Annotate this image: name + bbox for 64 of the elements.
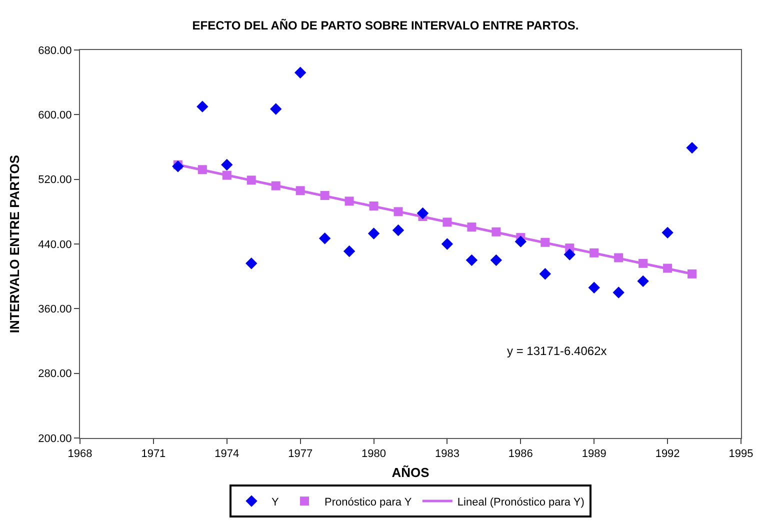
annotation: y = 13171-6.4062x xyxy=(507,344,607,358)
point xyxy=(686,142,698,154)
x-axis-title: AÑOS xyxy=(392,464,430,480)
legend-label: Y xyxy=(272,496,280,508)
point xyxy=(588,282,600,294)
point xyxy=(296,186,305,196)
x-tick-label: 1977 xyxy=(288,448,313,460)
point xyxy=(637,275,649,288)
y-tick-label: 520.00 xyxy=(38,174,72,186)
point xyxy=(540,238,550,247)
point xyxy=(539,268,551,280)
point xyxy=(221,158,233,171)
point xyxy=(492,227,501,236)
point xyxy=(222,170,232,180)
point xyxy=(490,254,502,266)
point xyxy=(198,165,207,174)
point xyxy=(246,258,258,270)
x-tick-label: 1968 xyxy=(68,448,92,460)
point xyxy=(368,228,380,240)
point xyxy=(467,222,476,232)
point xyxy=(441,238,454,250)
x-tick-label: 1971 xyxy=(141,448,166,460)
point xyxy=(662,226,674,239)
point xyxy=(688,269,697,278)
y-axis-title: INTERVALO ENTRE PARTOS xyxy=(7,154,22,334)
point xyxy=(394,207,403,216)
chart-title: EFECTO DEL AÑO DE PARTO SOBRE INTERVALO ENTRE PARTOS. xyxy=(192,18,579,33)
y-tick-label: 600.00 xyxy=(38,110,72,122)
point xyxy=(294,66,306,78)
y-tick-label: 280.00 xyxy=(38,368,72,380)
point xyxy=(614,253,624,262)
point xyxy=(392,224,404,236)
point xyxy=(564,248,576,260)
point xyxy=(343,245,356,258)
y-tick-label: 680.00 xyxy=(38,44,72,57)
legend-label: Pronóstico para Y xyxy=(324,496,412,508)
point xyxy=(172,160,184,172)
point xyxy=(466,254,478,266)
point xyxy=(514,236,527,248)
point xyxy=(320,191,330,200)
point xyxy=(271,181,280,190)
point xyxy=(246,176,256,185)
point xyxy=(270,103,282,115)
point xyxy=(196,100,208,112)
x-tick-label: 1980 xyxy=(362,448,386,460)
y-tick-label: 440.00 xyxy=(38,238,72,251)
point xyxy=(590,248,599,258)
x-tick-label: 1974 xyxy=(214,448,240,460)
x-tick-label: 1986 xyxy=(508,448,533,460)
x-tick-label: 1992 xyxy=(655,448,680,460)
legend-label: Lineal (Pronóstico para Y) xyxy=(457,496,584,508)
point xyxy=(318,232,331,244)
x-tick-label: 1989 xyxy=(582,448,606,460)
y-tick-label: 200.00 xyxy=(38,432,72,445)
point xyxy=(416,207,429,220)
x-tick-label: 1995 xyxy=(728,448,754,460)
point xyxy=(344,196,354,206)
point xyxy=(638,258,648,268)
y-tick-label: 360.00 xyxy=(38,304,72,316)
point xyxy=(612,286,624,298)
x-tick-label: 1983 xyxy=(434,448,460,460)
point xyxy=(369,202,378,211)
point xyxy=(442,218,452,227)
point xyxy=(663,264,672,273)
